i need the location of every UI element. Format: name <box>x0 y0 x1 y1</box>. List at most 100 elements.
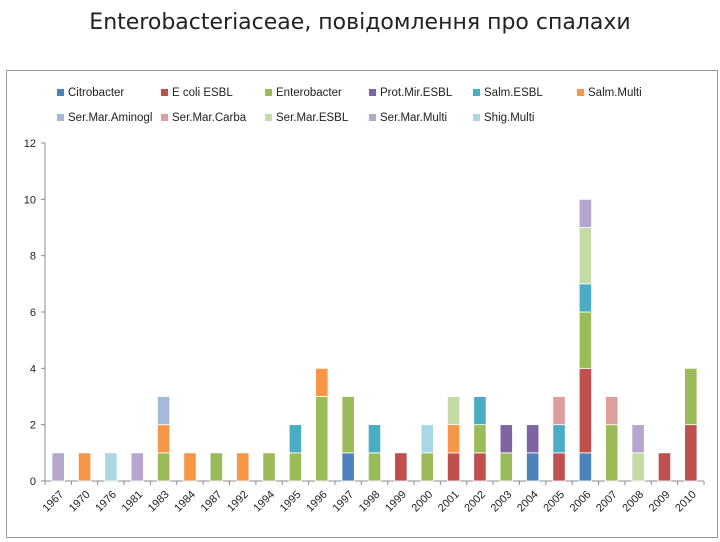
bar-segment-2006-e-coli-esbl <box>578 367 592 454</box>
x-tick-label-1983: 1983 <box>146 489 172 515</box>
bar-segment-2002-enterobacter <box>473 424 487 454</box>
legend-label: Enterobacter <box>276 87 342 99</box>
y-tick-label: 0 <box>30 476 36 488</box>
x-tick-label-1987: 1987 <box>199 489 225 515</box>
stacked-bar-chart: Citrobacter E coli ESBL Enterobacter Prot.M… <box>24 87 705 514</box>
bar-segment-2005-salm-esbl <box>552 424 566 454</box>
x-tick-label-2004: 2004 <box>515 489 541 515</box>
legend-label: E coli ESBL <box>172 87 233 99</box>
page-title: Enterobacteriaceae, повідомлення про спа… <box>89 10 631 35</box>
y-tick-label: 8 <box>30 251 36 263</box>
bar-segment-1995-salm-esbl <box>288 424 303 454</box>
bar-segment-2001-e-coli-esbl <box>446 452 461 482</box>
bar-segment-2000-shig-multi <box>420 424 434 454</box>
chart-bars <box>51 198 698 482</box>
bar-segment-2006-citrobacter <box>578 452 592 482</box>
bar-segment-1998-salm-esbl <box>367 424 382 454</box>
x-tick-label-1970: 1970 <box>67 489 93 515</box>
legend-label: Ser.Mar.Carba <box>172 112 247 124</box>
y-tick-label: 6 <box>30 307 36 319</box>
bar-segment-1983-salm-multi <box>157 424 171 454</box>
legend-label: Salm.Multi <box>588 87 642 99</box>
legend-swatch-ser-mar-aminogl <box>57 114 64 121</box>
bar-segment-2006-ser-mar-multi <box>578 198 592 228</box>
bar-segment-2002-salm-esbl <box>473 396 487 426</box>
bar-segment-1984-salm-multi <box>183 452 197 482</box>
x-tick-label-1997: 1997 <box>330 489 356 515</box>
legend-label: Ser.Mar.ESBL <box>276 112 349 124</box>
bar-segment-2004-citrobacter <box>526 452 540 482</box>
y-tick-label: 2 <box>30 420 36 432</box>
legend-label: Prot.Mir.ESBL <box>380 87 453 99</box>
legend-swatch-salm-esbl <box>473 89 480 96</box>
chart-axes <box>41 142 705 485</box>
legend-swatch-ser-mar-carba <box>161 114 168 121</box>
bar-segment-2005-ser-mar-carba <box>552 396 566 426</box>
bar-segment-2006-ser-mar-esbl <box>578 227 592 285</box>
bar-segment-2005-e-coli-esbl <box>552 452 566 482</box>
bar-segment-2004-prot-mir-esbl <box>526 424 540 454</box>
bar-segment-1987-enterobacter <box>209 452 223 482</box>
x-tick-label-2000: 2000 <box>410 489 436 515</box>
x-tick-label-2003: 2003 <box>489 489 515 515</box>
bar-segment-1983-ser-mar-aminogl <box>157 396 171 426</box>
bar-segment-2000-enterobacter <box>420 452 434 482</box>
bar-segment-2007-ser-mar-carba <box>605 396 619 426</box>
bar-segment-1997-citrobacter <box>341 452 355 482</box>
x-tick-label-2005: 2005 <box>541 489 567 515</box>
bar-segment-1996-salm-multi <box>315 367 329 397</box>
bar-segment-1967-ser-mar-multi <box>51 452 65 482</box>
x-tick-label-1994: 1994 <box>251 489 277 515</box>
y-tick-label: 4 <box>30 363 36 375</box>
legend-label: Ser.Mar.Multi <box>380 112 447 124</box>
x-tick-label-2010: 2010 <box>673 489 699 515</box>
x-tick-label-2009: 2009 <box>647 489 673 515</box>
chart-frame: Citrobacter E coli ESBL Enterobacter Prot.M… <box>6 70 718 538</box>
bar-segment-1992-salm-multi <box>236 452 250 482</box>
legend-label: Shig.Multi <box>484 112 535 124</box>
y-tick-label: 12 <box>24 138 36 150</box>
x-tick-label-1996: 1996 <box>304 489 330 515</box>
x-tick-label-1999: 1999 <box>383 489 409 515</box>
x-tick-label-1976: 1976 <box>93 489 119 515</box>
legend-swatch-citrobacter <box>57 89 64 96</box>
legend-swatch-salm-multi <box>577 89 584 96</box>
bar-segment-2008-ser-mar-esbl <box>631 452 645 482</box>
bar-segment-1996-enterobacter <box>315 396 329 482</box>
x-tick-label-1984: 1984 <box>172 489 198 515</box>
bar-segment-2001-ser-mar-esbl <box>446 396 461 426</box>
legend-swatch-ser-mar-multi <box>369 114 376 121</box>
bar-segment-2010-enterobacter <box>684 367 698 426</box>
bar-segment-1999-e-coli-esbl <box>394 452 408 482</box>
x-tick-label-1995: 1995 <box>278 489 304 515</box>
bar-segment-1995-enterobacter <box>288 452 303 482</box>
bar-segment-2006-enterobacter <box>578 311 592 369</box>
bar-segment-1970-salm-multi <box>77 452 92 482</box>
bar-segment-2003-enterobacter <box>499 452 513 482</box>
bar-segment-1998-enterobacter <box>367 452 382 482</box>
legend-swatch-e-coli-esbl <box>161 89 168 96</box>
bar-segment-2002-e-coli-esbl <box>473 452 487 482</box>
legend-swatch-prot-mir-esbl <box>369 89 376 96</box>
chart-legend: Citrobacter E coli ESBL Enterobacter Prot.M… <box>57 87 642 124</box>
x-tick-label-2006: 2006 <box>568 489 594 515</box>
x-tick-label-2007: 2007 <box>594 489 620 515</box>
legend-swatch-ser-mar-esbl <box>265 114 272 121</box>
x-tick-label-1992: 1992 <box>225 489 251 515</box>
legend-swatch-shig-multi <box>473 114 480 121</box>
x-tick-label-1981: 1981 <box>120 489 146 515</box>
x-tick-label-2001: 2001 <box>436 489 462 515</box>
bar-segment-2008-ser-mar-multi <box>631 424 645 454</box>
bar-segment-1983-enterobacter <box>157 452 171 482</box>
bar-segment-2006-salm-esbl <box>578 283 592 313</box>
bar-segment-1981-ser-mar-multi <box>130 452 144 482</box>
legend-swatch-enterobacter <box>265 89 272 96</box>
x-tick-label-1998: 1998 <box>357 489 383 515</box>
bar-segment-2003-prot-mir-esbl <box>499 424 513 454</box>
y-tick-label: 10 <box>24 194 36 206</box>
bar-segment-1997-enterobacter <box>341 396 355 454</box>
legend-label: Ser.Mar.Aminogl <box>68 112 152 124</box>
bar-segment-2007-enterobacter <box>605 424 619 482</box>
bar-segment-2001-salm-multi <box>446 424 461 454</box>
